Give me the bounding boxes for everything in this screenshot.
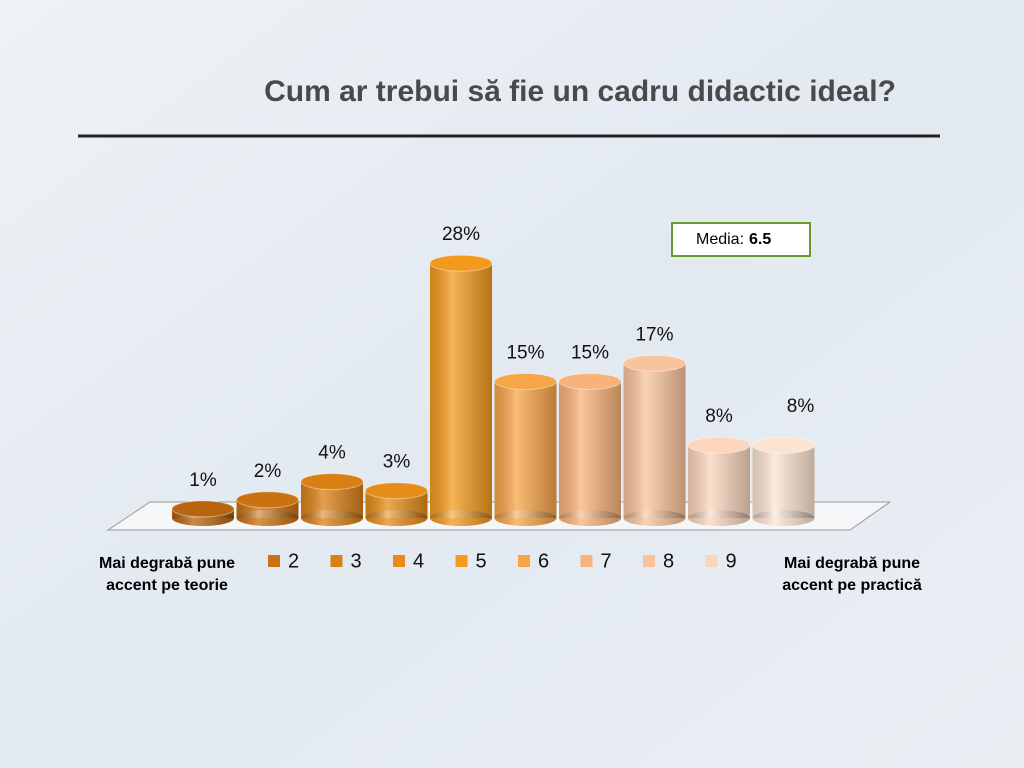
media-label: Media: <box>696 231 744 248</box>
bar-bottom-shade <box>236 510 299 526</box>
legend-swatch <box>268 555 280 567</box>
legend-label: 6 <box>538 550 549 572</box>
legend-swatch <box>705 555 718 567</box>
data-label: 15% <box>506 343 544 364</box>
legend-label: 5 <box>476 550 487 572</box>
bar-top <box>365 482 428 500</box>
media-text: Media: 6.5 <box>696 231 771 248</box>
bar-shade <box>559 381 621 518</box>
bar-top <box>558 373 622 390</box>
legend-label: 9 <box>726 550 737 572</box>
bar-shade <box>430 263 492 518</box>
bar-top <box>236 491 299 509</box>
bar-bottom-shade <box>365 510 428 526</box>
data-label: 8% <box>787 396 815 417</box>
media-value: 6.5 <box>749 231 771 248</box>
data-label: 28% <box>442 224 480 245</box>
media-box <box>671 222 811 257</box>
legend-label: 2 <box>288 550 299 572</box>
bar-shade <box>688 445 750 518</box>
bar <box>429 254 493 526</box>
bar-top <box>429 254 493 272</box>
bar-bottom-shade <box>559 510 621 526</box>
bar-top <box>687 436 751 454</box>
legend-label: 4 <box>413 550 424 572</box>
bar-top <box>300 473 364 491</box>
bar <box>752 436 815 526</box>
legend-swatch <box>455 555 468 567</box>
legend-swatch <box>518 555 530 567</box>
data-label: 1% <box>189 470 217 491</box>
bar-top <box>494 373 557 390</box>
bar-shade <box>752 445 815 518</box>
bar-bottom-shade <box>752 510 815 526</box>
bar <box>236 491 299 526</box>
bar-bottom-shade <box>623 510 686 526</box>
bar-bottom-shade <box>430 510 492 526</box>
legend-swatch <box>393 555 405 567</box>
bar-bottom-shade <box>688 510 750 526</box>
bar-shade <box>623 363 686 518</box>
bar-top <box>623 354 686 372</box>
right-label: Mai degrabă pune accent pe practică <box>782 555 922 594</box>
legend-label: 8 <box>663 550 674 572</box>
legend-swatch <box>643 555 655 567</box>
bar-bottom-shade <box>494 510 557 526</box>
bar <box>300 473 364 526</box>
data-label: 2% <box>254 461 282 482</box>
left-label: Mai degrabă pune accent pe teorie <box>99 555 235 594</box>
bar-bottom-shade <box>301 510 363 526</box>
data-label: 4% <box>318 443 346 464</box>
bar <box>171 500 235 526</box>
bar <box>687 436 751 526</box>
bar <box>494 373 557 526</box>
bar-top <box>171 500 235 518</box>
legend-label: 3 <box>351 550 362 572</box>
data-label: 15% <box>571 343 609 364</box>
data-label: 8% <box>705 406 733 427</box>
chart-title: Cum ar trebui să fie un cadru didactic i… <box>264 75 896 108</box>
data-label: 3% <box>383 452 411 473</box>
legend-label: 7 <box>601 550 612 572</box>
bar-shade <box>494 381 557 518</box>
legend-swatch <box>580 555 593 567</box>
bar-top <box>752 436 815 454</box>
bar <box>623 354 686 526</box>
bar <box>558 373 622 526</box>
legend-swatch <box>330 555 343 567</box>
data-label: 17% <box>635 324 673 345</box>
bar <box>365 482 428 526</box>
